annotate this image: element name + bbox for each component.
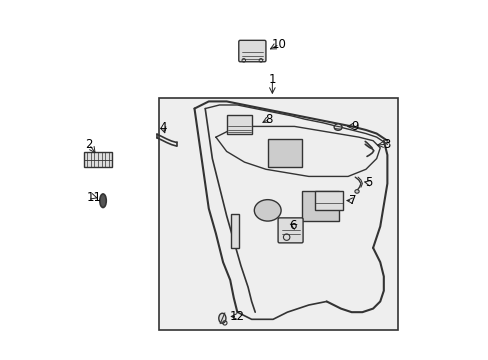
Text: 5: 5 <box>365 176 372 189</box>
Bar <box>267 139 301 167</box>
Text: 6: 6 <box>288 219 296 232</box>
Ellipse shape <box>218 313 225 323</box>
Bar <box>301 191 339 221</box>
Bar <box>159 98 397 330</box>
Text: 12: 12 <box>229 310 244 323</box>
Text: 9: 9 <box>351 120 358 132</box>
FancyBboxPatch shape <box>238 40 265 62</box>
Text: 7: 7 <box>348 194 355 207</box>
Bar <box>226 114 252 134</box>
Text: 4: 4 <box>159 121 166 134</box>
Text: 8: 8 <box>264 113 272 126</box>
Ellipse shape <box>354 190 358 193</box>
Ellipse shape <box>100 194 106 207</box>
Bar <box>83 153 112 167</box>
Text: 10: 10 <box>271 38 286 51</box>
Text: 2: 2 <box>85 138 93 151</box>
FancyBboxPatch shape <box>278 218 303 243</box>
Text: 1: 1 <box>268 73 276 86</box>
Text: 3: 3 <box>382 138 389 151</box>
Text: 11: 11 <box>87 191 102 204</box>
Bar <box>315 191 343 210</box>
Ellipse shape <box>333 124 341 130</box>
Ellipse shape <box>254 200 281 221</box>
Bar <box>230 214 238 248</box>
